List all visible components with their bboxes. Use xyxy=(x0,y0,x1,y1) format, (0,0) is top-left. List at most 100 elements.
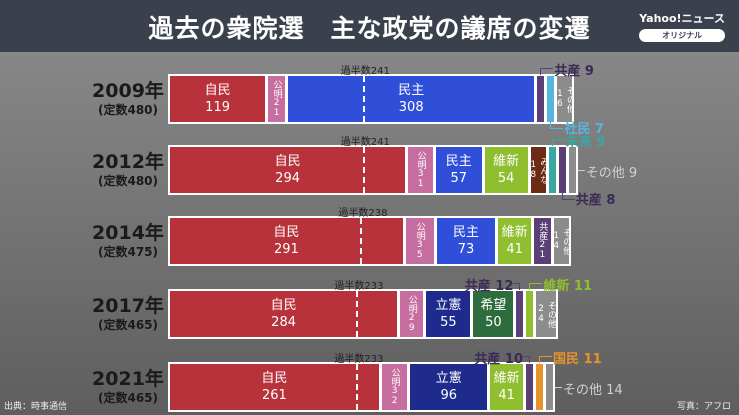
segment-label: その他24 xyxy=(536,300,556,328)
segment-party: 自民 xyxy=(204,83,231,98)
bar-segment: 公明32 xyxy=(381,364,408,410)
bar-segment xyxy=(568,147,576,193)
segment-party: 自民 xyxy=(261,371,288,386)
segment-value: 119 xyxy=(205,100,230,115)
year-label: 2021年 (定数465) xyxy=(88,364,168,406)
callout-leader xyxy=(539,356,552,363)
bar-segment: みんな18 xyxy=(530,147,546,193)
bar-segment xyxy=(546,364,553,410)
bar-segment: 自民 119 xyxy=(170,76,266,122)
majority-label: 過半数233 xyxy=(334,354,384,365)
callout-leader xyxy=(529,283,543,290)
segment-value: 284 xyxy=(271,315,296,330)
bar-segment xyxy=(526,364,533,410)
year-text: 2014年 xyxy=(92,222,164,244)
segment-party: 自民 xyxy=(270,298,297,313)
callout-leader xyxy=(513,283,521,290)
majority-label: 過半数233 xyxy=(334,281,384,292)
segment-value: 41 xyxy=(498,388,515,403)
logo-text: Yahoo!ニュース xyxy=(639,12,725,25)
year-text: 2017年 xyxy=(92,295,164,317)
callout-label: その他 14 xyxy=(563,383,623,398)
logo-sub: オリジナル xyxy=(639,29,725,42)
year-text: 2009年 xyxy=(92,80,164,102)
year-label: 2009年 (定数480) xyxy=(88,76,168,118)
bar-segment: 維新 41 xyxy=(490,364,523,410)
callout-leader xyxy=(523,356,530,363)
bar-segment: 自民 291 xyxy=(170,218,403,264)
segment-value: 291 xyxy=(273,242,299,257)
year-text: 2021年 xyxy=(92,368,164,390)
bar-segment: 自民 261 xyxy=(170,364,379,410)
callout-leader xyxy=(555,387,562,388)
segment-label: その他16 xyxy=(557,85,573,113)
segment-value: 261 xyxy=(261,388,287,403)
bar-segment xyxy=(547,76,555,122)
bar-segment: その他14 xyxy=(553,218,569,264)
segment-label: 公明31 xyxy=(415,151,426,189)
bar-segment: その他16 xyxy=(557,76,573,122)
callout-label: 国民 11 xyxy=(553,352,602,367)
yahoo-news-logo: Yahoo!ニュース オリジナル xyxy=(639,10,725,42)
bar-segment: 公明31 xyxy=(408,147,433,193)
bar-segment: 民主 73 xyxy=(436,218,496,264)
callout-label: 共産 8 xyxy=(575,193,616,208)
segment-value: 54 xyxy=(497,171,515,186)
segment-party: 自民 xyxy=(273,225,300,240)
segment-label: 公明29 xyxy=(406,295,417,333)
chart-title: 過去の衆院選 主な政党の議席の変遷 xyxy=(148,14,591,43)
callout-label: 共産 12 xyxy=(464,279,514,294)
segment-label: 公明32 xyxy=(389,368,400,406)
callout-label: 共産 10 xyxy=(474,352,523,367)
bar-segment: 立憲 55 xyxy=(426,291,471,337)
bar-segment: 立憲 96 xyxy=(410,364,488,410)
bar-segment xyxy=(537,76,545,122)
majority-line xyxy=(356,291,359,337)
seat-count: (定数465) xyxy=(97,391,159,405)
segment-label: みんな18 xyxy=(530,156,546,184)
segment-label: 公明35 xyxy=(414,222,425,260)
stacked-bar: 自民 284 公明29 立憲 55 希望 50 その他24 xyxy=(168,289,558,339)
majority-label: 過半数238 xyxy=(338,208,388,219)
seat-count: (定数480) xyxy=(97,174,159,188)
segment-value: 50 xyxy=(485,315,502,330)
header: 過去の衆院選 主な政党の議席の変遷 Yahoo!ニュース オリジナル xyxy=(0,0,739,52)
segment-value: 57 xyxy=(450,171,468,186)
majority-label: 過半数241 xyxy=(340,137,390,148)
stacked-bar: 自民 261 公明32 立憲 96 維新 41 xyxy=(168,362,555,412)
seat-count: (定数465) xyxy=(97,318,159,332)
majority-line xyxy=(362,76,365,122)
callout-leader xyxy=(561,193,575,200)
majority-line xyxy=(360,218,363,264)
bar-segment: 希望 50 xyxy=(473,291,514,337)
segment-party: 維新 xyxy=(493,154,520,169)
callout-label: 共産 9 xyxy=(554,64,594,79)
bar-segment xyxy=(526,291,534,337)
year-label: 2012年 (定数480) xyxy=(88,147,168,189)
segment-party: 維新 xyxy=(493,371,520,386)
majority-line xyxy=(356,364,359,410)
segment-label: その他14 xyxy=(553,227,569,255)
segment-value: 96 xyxy=(440,388,458,403)
majority-label: 過半数241 xyxy=(340,66,390,77)
bar-segment: 公明29 xyxy=(400,291,424,337)
segment-value: 308 xyxy=(398,100,424,115)
segment-party: 自民 xyxy=(274,154,301,169)
source-credit: 出典：時事通信 xyxy=(4,402,68,412)
segment-value: 73 xyxy=(457,242,475,257)
segment-party: 立憲 xyxy=(435,298,462,313)
bar-segment: 自民 294 xyxy=(170,147,406,193)
callout-leader xyxy=(577,170,585,171)
segment-party: 民主 xyxy=(445,154,472,169)
bar-segment: その他24 xyxy=(536,291,556,337)
segment-label: 公明21 xyxy=(271,80,282,118)
stacked-bar: 自民 119 公明21 民主 308 その他16 xyxy=(168,74,575,124)
segment-value: 294 xyxy=(275,171,300,186)
segment-party: 民主 xyxy=(398,83,425,98)
bar-segment: 共産21 xyxy=(534,218,551,264)
year-label: 2017年 (定数465) xyxy=(88,291,168,333)
bar-segment: 維新 41 xyxy=(498,218,531,264)
bar-segment: 自民 284 xyxy=(170,291,398,337)
majority-line xyxy=(362,147,365,193)
callout-leader xyxy=(540,68,554,75)
